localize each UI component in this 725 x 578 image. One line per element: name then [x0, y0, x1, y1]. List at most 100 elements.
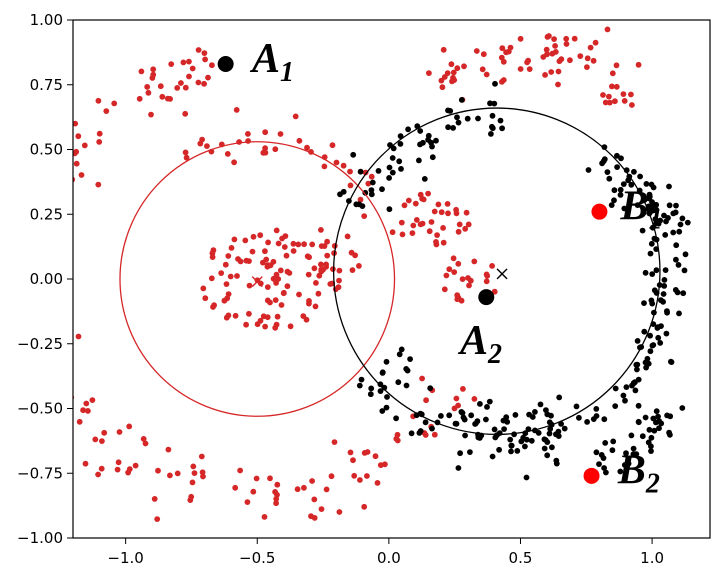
- data-point: [386, 206, 393, 213]
- data-point: [682, 251, 689, 258]
- data-point: [585, 167, 592, 173]
- data-point: [480, 51, 487, 58]
- data-point: [54, 386, 60, 392]
- data-point: [629, 102, 635, 108]
- data-point: [541, 445, 548, 452]
- data-point: [417, 141, 423, 148]
- data-point: [39, 248, 45, 254]
- data-point: [174, 470, 181, 477]
- data-point: [409, 230, 416, 237]
- data-point: [438, 209, 445, 216]
- data-point: [401, 202, 408, 209]
- data-point: [459, 410, 466, 416]
- data-point: [174, 85, 181, 91]
- x-tick-label: 0.0: [377, 549, 401, 567]
- data-point: [233, 107, 240, 113]
- data-point: [347, 168, 353, 175]
- label-B2: B2: [617, 448, 660, 500]
- data-point: [544, 411, 551, 418]
- data-point: [311, 515, 318, 521]
- data-point: [368, 385, 375, 392]
- data-point: [61, 165, 67, 171]
- data-point: [211, 302, 218, 309]
- data-point: [670, 210, 677, 217]
- data-point: [189, 479, 196, 486]
- data-point: [321, 163, 328, 170]
- data-point: [608, 202, 615, 209]
- data-point: [668, 359, 675, 365]
- data-point: [272, 146, 279, 153]
- data-point: [32, 197, 38, 203]
- data-point: [648, 448, 654, 454]
- data-point: [273, 496, 280, 502]
- data-point: [267, 299, 273, 306]
- data-point: [209, 62, 215, 69]
- data-point: [151, 496, 158, 502]
- data-point: [231, 159, 238, 166]
- data-point: [561, 425, 568, 432]
- data-point: [250, 488, 257, 495]
- data-point: [257, 280, 264, 287]
- data-point: [653, 408, 660, 415]
- data-point: [499, 78, 505, 85]
- data-point: [405, 197, 412, 204]
- data-point: [438, 77, 445, 84]
- data-point: [429, 143, 435, 150]
- data-point: [518, 438, 525, 445]
- data-point: [489, 112, 496, 119]
- data-point: [646, 195, 653, 201]
- data-point: [613, 83, 620, 90]
- data-point: [321, 243, 328, 250]
- data-point: [628, 181, 635, 188]
- data-point: [379, 408, 386, 414]
- data-point: [2, 285, 8, 291]
- data-point: [475, 115, 481, 122]
- data-point: [386, 164, 393, 171]
- data-point: [641, 300, 647, 306]
- data-point: [272, 297, 279, 303]
- data-point: [558, 56, 565, 63]
- data-point: [657, 340, 664, 346]
- data-point: [625, 460, 632, 467]
- data-point: [397, 133, 404, 140]
- data-point: [404, 367, 411, 374]
- data-point: [444, 70, 451, 76]
- data-point: [620, 181, 627, 188]
- data-point: [281, 244, 288, 250]
- data-point: [651, 287, 658, 294]
- data-point: [630, 445, 637, 452]
- data-point: [650, 415, 657, 422]
- data-point: [261, 514, 268, 520]
- data-point: [386, 175, 392, 181]
- data-point: [654, 325, 661, 331]
- data-point: [145, 89, 152, 96]
- data-point: [21, 328, 27, 334]
- data-point: [286, 270, 293, 276]
- data-point: [73, 148, 80, 155]
- data-point: [364, 473, 370, 479]
- data-point: [447, 108, 454, 114]
- data-point: [335, 284, 342, 291]
- data-point: [237, 467, 244, 474]
- data-point: [489, 263, 495, 269]
- data-point: [542, 72, 548, 78]
- data-point: [407, 356, 413, 362]
- data-point: [199, 469, 206, 476]
- data-point: [664, 412, 670, 419]
- data-point: [260, 313, 267, 320]
- data-point: [50, 329, 56, 335]
- data-point: [357, 477, 363, 483]
- data-point: [292, 113, 299, 120]
- data-point: [95, 181, 102, 188]
- data-point: [593, 449, 600, 456]
- data-point: [428, 219, 435, 225]
- y-tick-label: −1.00: [17, 529, 63, 547]
- data-point: [351, 472, 358, 479]
- data-point: [646, 426, 653, 433]
- data-point: [201, 50, 208, 56]
- data-point: [631, 168, 637, 175]
- data-point: [287, 323, 294, 330]
- data-point: [454, 65, 461, 72]
- data-point: [463, 209, 470, 216]
